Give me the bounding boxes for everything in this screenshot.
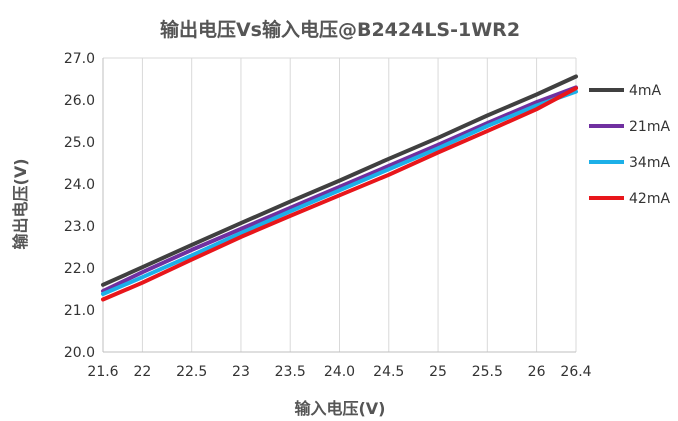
series-line-42mA <box>101 86 578 302</box>
y-tick-label: 20.0 <box>64 345 95 361</box>
gridlines <box>102 57 577 352</box>
y-tick-label: 21.0 <box>64 303 95 319</box>
x-axis-title: 输入电压(V) <box>294 399 385 418</box>
axes <box>102 58 576 353</box>
legend: 4mA 21mA 34mA 42mA <box>589 83 670 207</box>
y-tick-label: 27.0 <box>64 51 95 67</box>
series-line-21mA <box>101 85 578 294</box>
x-tick-labels: 21.6 22 22.5 23 23.5 24.0 24.5 25 25.5 26 26.4 <box>87 364 591 380</box>
chart-title: 输出电压Vs输入电压@B2424LS-1WR2 <box>160 18 520 41</box>
series-line-4mA <box>101 74 578 287</box>
y-tick-label: 24.0 <box>64 177 95 193</box>
x-tick-label: 24.5 <box>373 364 404 380</box>
x-tick-label: 25 <box>429 364 447 380</box>
y-tick-label: 23.0 <box>64 219 95 235</box>
y-tick-labels: 20.0 21.0 22.0 23.0 24.0 25.0 26.0 27.0 <box>64 51 95 361</box>
x-tick-label: 21.6 <box>87 364 118 380</box>
x-tick-label: 25.5 <box>472 364 503 380</box>
y-axis-title: 输出电压(V) <box>11 158 30 249</box>
y-tick-label: 26.0 <box>64 93 95 109</box>
x-tick-label: 22 <box>134 364 152 380</box>
x-tick-label: 26.4 <box>560 364 591 380</box>
legend-label: 42mA <box>629 191 670 207</box>
legend-label: 34mA <box>629 155 670 171</box>
y-tick-label: 22.0 <box>64 261 95 277</box>
x-tick-label: 23 <box>232 364 250 380</box>
x-tick-label: 24.0 <box>324 364 355 380</box>
legend-label: 21mA <box>629 119 670 135</box>
y-tick-label: 25.0 <box>64 135 95 151</box>
x-tick-label: 23.5 <box>275 364 306 380</box>
x-tick-label: 26 <box>528 364 546 380</box>
series-lines <box>101 74 578 302</box>
series-line-34mA <box>101 89 578 296</box>
legend-label: 4mA <box>629 83 662 99</box>
x-tick-label: 22.5 <box>176 364 207 380</box>
